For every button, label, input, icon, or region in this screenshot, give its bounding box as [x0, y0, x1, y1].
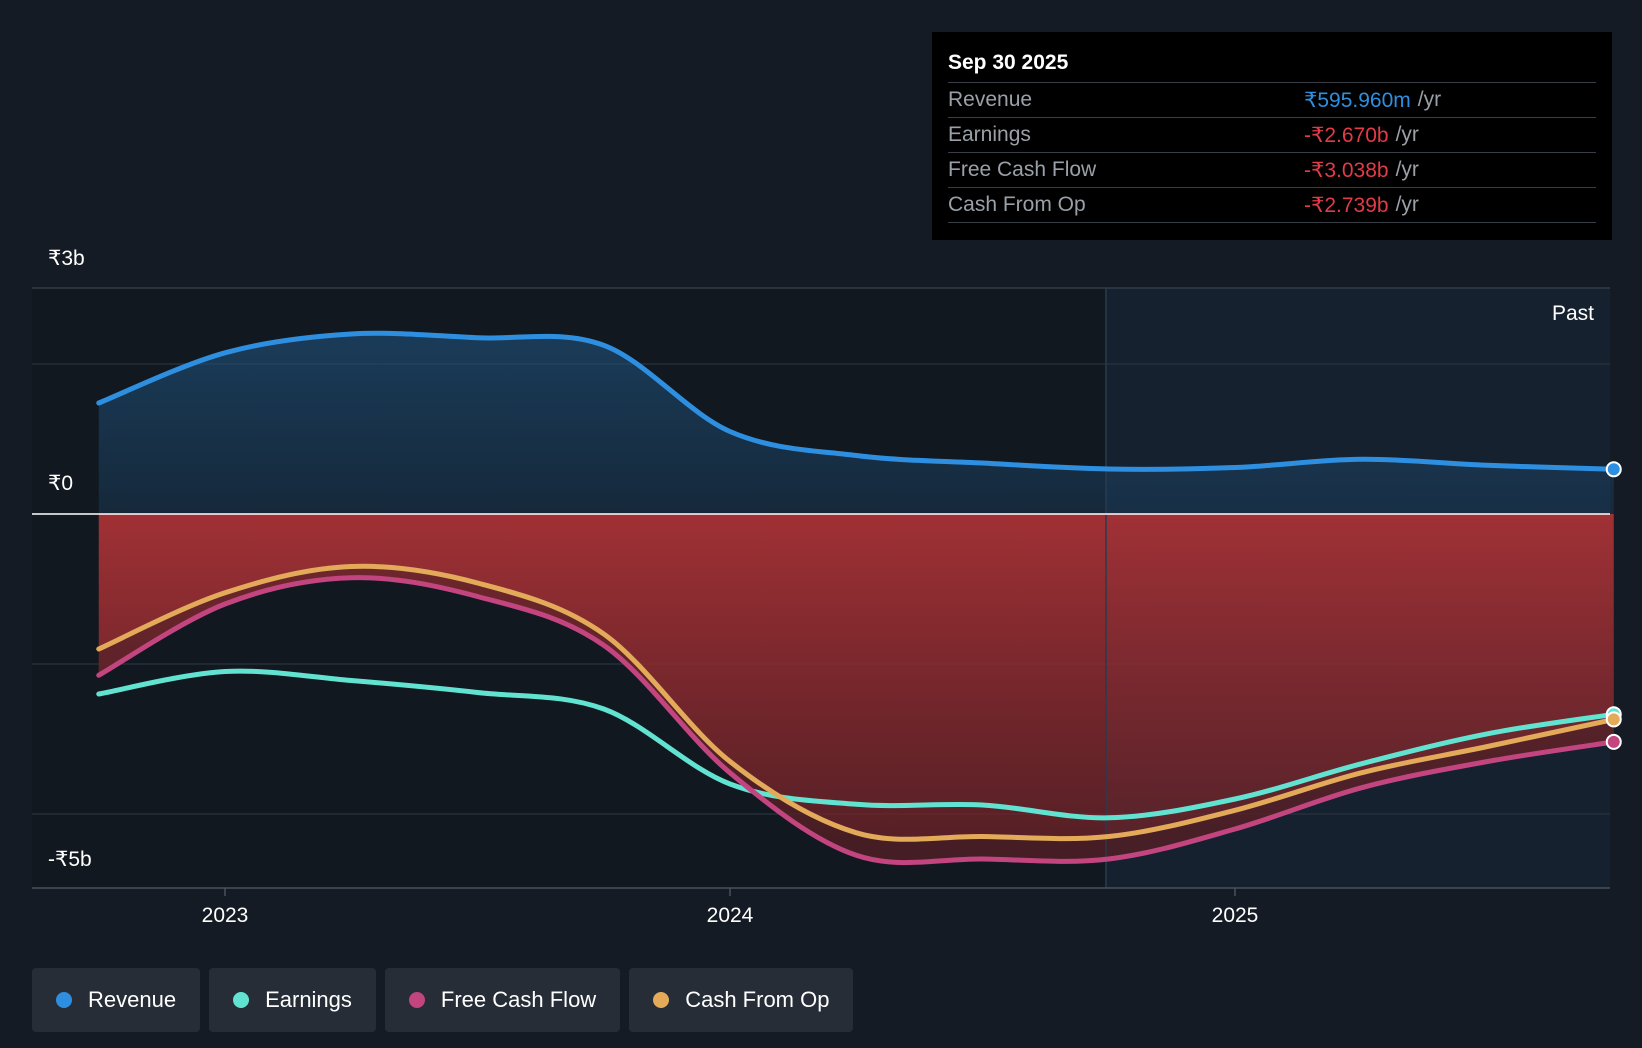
legend-label: Revenue: [88, 987, 177, 1012]
x-tick-label: 2023: [202, 904, 249, 927]
y-tick-label: ₹3b: [48, 247, 85, 270]
tooltip-value: -₹3.038b: [1304, 158, 1389, 182]
legend-item-free-cash-flow[interactable]: Free Cash Flow: [384, 968, 621, 1032]
tooltip-unit: /yr: [1395, 193, 1419, 216]
tooltip-row: Earnings -₹2.670b/yr: [948, 117, 1596, 152]
cash-from-op-endpoint[interactable]: [1605, 711, 1622, 728]
tooltip-unit: /yr: [1395, 123, 1419, 146]
revenue-endpoint[interactable]: [1605, 461, 1622, 478]
tooltip-label: Cash From Op: [948, 193, 1086, 216]
legend-item-earnings[interactable]: Earnings: [209, 968, 376, 1032]
legend: Revenue Earnings Free Cash Flow Cash From O…: [32, 968, 854, 1032]
tooltip-value: -₹2.670b: [1304, 123, 1389, 147]
cash-from-op-line: [96, 563, 1617, 842]
legend-label: Cash From Op: [685, 987, 830, 1012]
tooltip-date: Sep 30 2025: [948, 51, 1069, 74]
x-tick-label: 2024: [707, 904, 754, 927]
tooltip: Sep 30 2025 Revenue ₹595.960m/yr Earnings -…: [932, 32, 1612, 240]
revenue-line: [96, 330, 1617, 472]
legend-dot-icon: [56, 992, 72, 1008]
legend-item-cash-from-op[interactable]: Cash From Op: [629, 968, 854, 1032]
legend-label: Earnings: [265, 987, 352, 1012]
past-label: Past: [1552, 302, 1594, 325]
tooltip-unit: /yr: [1395, 158, 1419, 181]
tooltip-label: Free Cash Flow: [948, 158, 1097, 181]
x-tick-label: 2025: [1212, 904, 1259, 927]
legend-item-revenue[interactable]: Revenue: [32, 968, 201, 1032]
legend-dot-icon: [653, 992, 670, 1008]
y-tick-label: ₹0: [48, 472, 73, 495]
legend-label: Free Cash Flow: [440, 987, 597, 1012]
y-tick-label: -₹5b: [48, 848, 92, 871]
legend-dot-icon: [233, 992, 250, 1008]
free-cash-flow-endpoint[interactable]: [1605, 733, 1622, 750]
tooltip-value: ₹595.960m: [1304, 88, 1411, 112]
negative-area: [98, 514, 1614, 863]
tooltip-label: Revenue: [948, 88, 1033, 111]
tooltip-label: Earnings: [948, 123, 1031, 146]
tooltip-row: Free Cash Flow -₹3.038b/yr: [948, 152, 1596, 187]
tooltip-value: -₹2.739b: [1304, 193, 1389, 217]
earnings-line: [96, 668, 1617, 821]
legend-dot-icon: [408, 992, 425, 1008]
tooltip-row: Cash From Op -₹2.739b/yr: [948, 187, 1596, 223]
tooltip-row: Revenue ₹595.960m/yr: [948, 82, 1596, 117]
tooltip-unit: /yr: [1417, 88, 1442, 111]
free-cash-flow-line: [96, 575, 1617, 866]
